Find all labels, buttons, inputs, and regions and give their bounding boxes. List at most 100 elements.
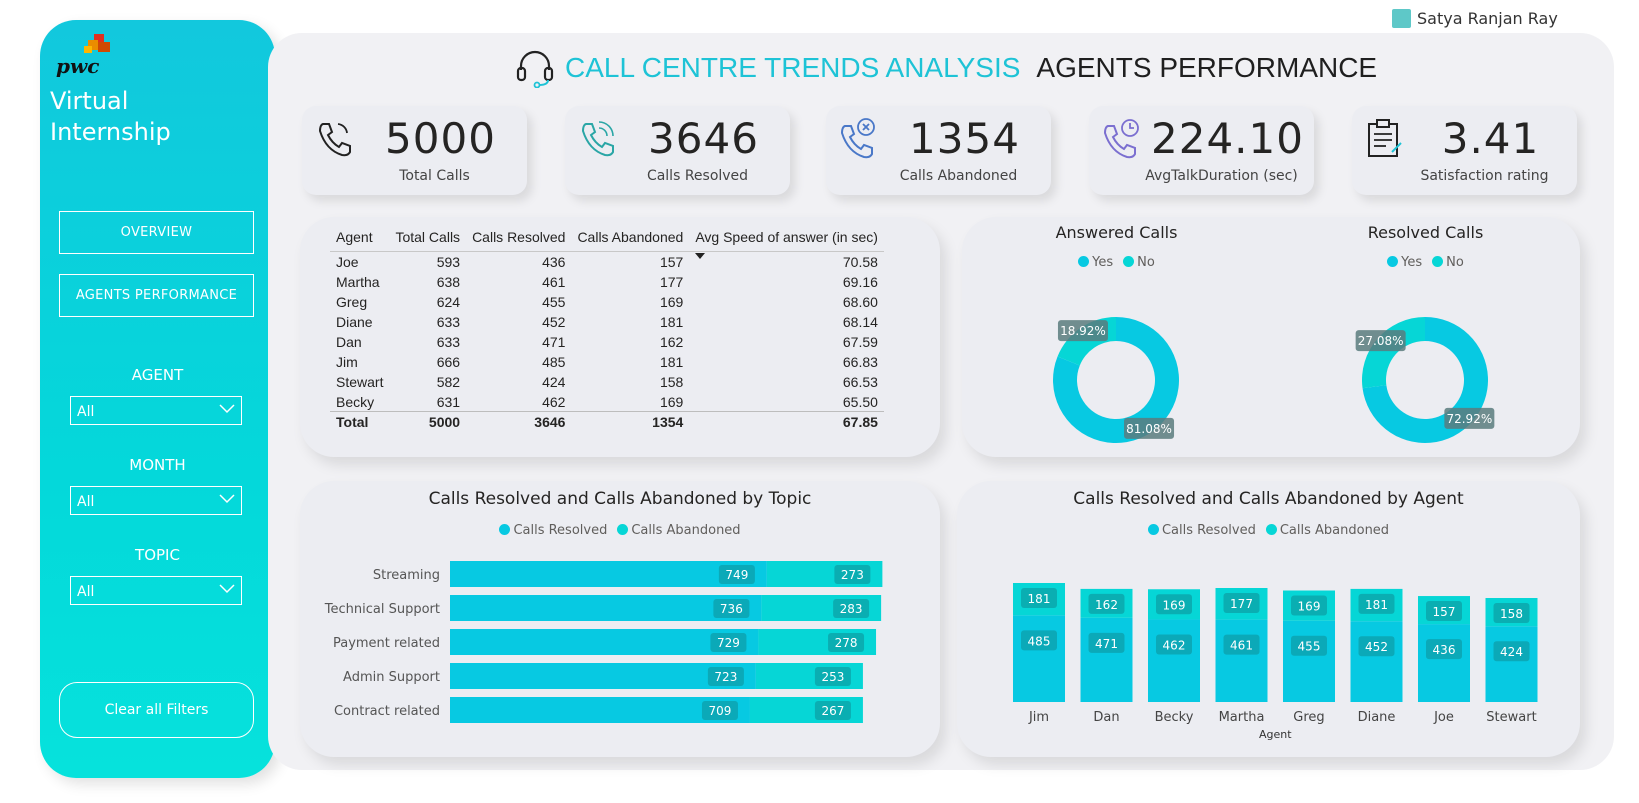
category-label: Contract related (334, 704, 440, 719)
table-cell: 666 (436, 354, 461, 370)
legend-item-calls-abandoned[interactable]: Calls Abandoned (617, 523, 741, 538)
legend-item-yes[interactable]: Yes (1387, 255, 1422, 270)
bar-data-label: 278 (828, 633, 865, 652)
bar-data-label: 452 (1358, 636, 1395, 657)
resolved-calls-donut: 72.92% 27.08% (1355, 317, 1495, 443)
bar-resolved[interactable] (1350, 621, 1403, 702)
bar-resolved[interactable] (450, 629, 759, 655)
kpi-calls-resolved: 3646 Calls Resolved (565, 106, 790, 195)
kpi-value: 224.10 (1151, 114, 1304, 163)
table-row[interactable]: Jim 666 485 181 66.83 (330, 352, 884, 372)
bar-resolved[interactable] (450, 561, 767, 587)
category-label: Technical Support (324, 602, 440, 617)
bar-label-text: 709 (709, 704, 732, 718)
clear-filters-button[interactable]: Clear all Filters (59, 682, 254, 738)
bar-resolved[interactable] (450, 595, 762, 621)
table-cell: 169 (659, 393, 684, 410)
legend-item-no[interactable]: No (1123, 255, 1155, 270)
bar-label-text: 485 (1028, 634, 1051, 648)
bar-label-text: 424 (1500, 645, 1523, 659)
col-calls-abandoned[interactable]: Calls Abandoned (571, 229, 690, 252)
x-axis-label: Agent (1259, 728, 1292, 741)
bar-label-text: 455 (1298, 640, 1321, 654)
table-cell: 471 (542, 334, 566, 350)
table-cell: 181 (659, 314, 684, 330)
agent-filter-select[interactable]: All (70, 396, 242, 425)
bar-data-label: 461 (1223, 634, 1260, 655)
table-row[interactable]: Stewart 582 424 158 66.53 (330, 372, 884, 392)
bar-resolved[interactable] (1080, 617, 1133, 702)
table-cell: Greg (336, 294, 368, 310)
kpi-total-calls: 5000 Total Calls (302, 106, 527, 195)
bar-label-text: 749 (725, 568, 748, 582)
legend-item-calls-abandoned[interactable]: Calls Abandoned (1265, 523, 1390, 538)
bar-resolved[interactable] (1148, 619, 1200, 702)
month-filter-select[interactable]: All (70, 486, 242, 515)
bar-resolved[interactable] (1485, 626, 1538, 702)
legend-item-calls-resolved[interactable]: Calls Resolved (1147, 523, 1256, 538)
bar-resolved[interactable] (450, 663, 756, 689)
answered-calls-donut: 81.08% 18.92% (1053, 317, 1179, 443)
table-row[interactable]: Martha 638 461 177 69.16 (330, 272, 884, 292)
bar-label-text: 452 (1365, 640, 1388, 654)
agent-filter-label: AGENT (131, 366, 184, 384)
resolved-calls-chart: Resolved Calls Yes No 72.92% 27.08% (1271, 217, 1580, 457)
table-total-row: Total 5000 3646 1354 67.85 (330, 411, 884, 432)
table-row[interactable]: Dan 633 471 162 67.59 (330, 332, 884, 352)
legend-item-no[interactable]: No (1432, 255, 1464, 270)
col-calls-resolved[interactable]: Calls Resolved (466, 229, 572, 252)
col-agent[interactable]: Agent (330, 229, 390, 252)
bar-data-label: 177 (1223, 593, 1260, 614)
category-label: Greg (1293, 710, 1324, 725)
topic-filter-select[interactable]: All (70, 576, 242, 605)
agent-table-card: Agent Total Calls Calls Resolved Calls A… (300, 217, 940, 457)
bar-label-text: 157 (1433, 605, 1456, 619)
bar-data-label: 455 (1291, 635, 1327, 656)
clipboard-icon (1368, 119, 1402, 157)
bar-resolved[interactable] (1418, 624, 1470, 702)
kpi-calls-abandoned: 1354 Calls Abandoned (826, 106, 1051, 195)
donut-slice-yes[interactable] (1053, 317, 1179, 443)
kpi-satisfaction-rating: 3.41 Satisfaction rating (1352, 106, 1577, 195)
chevron-down-icon (219, 584, 235, 594)
agent-chart-legend: Calls Resolved Calls Abandoned (957, 523, 1580, 538)
donut-slice-no[interactable] (1362, 317, 1425, 389)
bar-label-text: 267 (821, 704, 844, 718)
bar-resolved[interactable] (450, 697, 750, 723)
category-label: Streaming (373, 568, 440, 583)
bar-data-label: 749 (718, 565, 755, 584)
topic-chart-card: Calls Resolved and Calls Abandoned by To… (300, 481, 940, 757)
bar-data-label: 736 (713, 599, 750, 618)
table-row[interactable]: Joe 593 436 157 70.58 (330, 252, 884, 272)
bar-data-label: 253 (814, 667, 851, 686)
legend-item-calls-resolved[interactable]: Calls Resolved (499, 523, 607, 538)
table-row[interactable]: Diane 633 452 181 68.14 (330, 312, 884, 332)
table-cell: 70.58 (842, 254, 878, 271)
overview-button[interactable]: OVERVIEW (59, 211, 254, 254)
table-cell: Dan (336, 334, 362, 350)
topic-chart-title: Calls Resolved and Calls Abandoned by To… (428, 489, 812, 509)
answered-calls-chart: Answered Calls Yes No 81.08% 18.92% (962, 217, 1271, 457)
bar-label-text: 729 (717, 636, 740, 650)
table-cell: 485 (542, 354, 566, 370)
table-row[interactable]: Becky 631 462 169 65.50 (330, 392, 884, 412)
table-total-cell: 1354 (571, 411, 690, 432)
legend-label: No (1446, 255, 1464, 270)
col-avg-speed[interactable]: Avg Speed of answer (in sec) (689, 229, 884, 259)
table-cell: 157 (659, 254, 684, 271)
bar-resolved[interactable] (1013, 615, 1065, 702)
table-cell: 462 (542, 393, 566, 410)
legend-label: Calls Abandoned (1279, 523, 1390, 538)
legend-item-yes[interactable]: Yes (1078, 255, 1113, 270)
donut-charts-card: Answered Calls Yes No 81.08% 18.92% Resol… (962, 217, 1580, 457)
legend-label: Yes (1401, 255, 1423, 270)
bar-label-text: 736 (720, 602, 743, 616)
bar-label-text: 436 (1433, 643, 1456, 657)
agents-performance-button[interactable]: AGENTS PERFORMANCE (59, 274, 254, 317)
user-icon (1392, 9, 1411, 28)
table-row[interactable]: Greg 624 455 169 68.60 (330, 292, 884, 312)
bar-resolved[interactable] (1215, 619, 1268, 702)
bar-resolved[interactable] (1283, 620, 1335, 702)
col-total-calls[interactable]: Total Calls (389, 229, 467, 252)
